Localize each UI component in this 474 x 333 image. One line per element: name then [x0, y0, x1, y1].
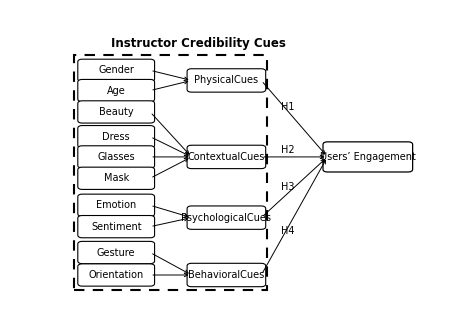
FancyBboxPatch shape	[78, 59, 155, 82]
Text: Mask: Mask	[103, 173, 129, 183]
Text: Gesture: Gesture	[97, 247, 136, 257]
Text: BehavioralCues: BehavioralCues	[188, 270, 264, 280]
FancyBboxPatch shape	[78, 241, 155, 264]
Text: Gender: Gender	[98, 65, 134, 75]
Text: ContextualCues: ContextualCues	[188, 152, 265, 162]
Text: PhysicalCues: PhysicalCues	[194, 76, 258, 86]
FancyBboxPatch shape	[78, 126, 155, 148]
Text: PsychologicalCues: PsychologicalCues	[182, 213, 272, 223]
FancyBboxPatch shape	[187, 69, 266, 92]
Text: H1: H1	[282, 103, 295, 113]
Text: H4: H4	[282, 226, 295, 236]
FancyBboxPatch shape	[78, 146, 155, 168]
FancyBboxPatch shape	[78, 264, 155, 286]
Text: Instructor Credibility Cues: Instructor Credibility Cues	[111, 37, 286, 50]
Text: Orientation: Orientation	[89, 270, 144, 280]
Text: H2: H2	[282, 145, 295, 155]
FancyBboxPatch shape	[78, 194, 155, 216]
Text: Beauty: Beauty	[99, 107, 134, 117]
FancyBboxPatch shape	[187, 145, 266, 168]
Text: Age: Age	[107, 86, 126, 96]
FancyBboxPatch shape	[187, 206, 266, 229]
FancyBboxPatch shape	[323, 142, 413, 172]
Text: Dress: Dress	[102, 132, 130, 142]
Bar	[74, 55, 267, 290]
FancyBboxPatch shape	[78, 101, 155, 123]
Text: Glasses: Glasses	[97, 152, 135, 162]
Text: Sentiment: Sentiment	[91, 222, 142, 232]
FancyBboxPatch shape	[187, 263, 266, 287]
FancyBboxPatch shape	[78, 167, 155, 189]
FancyBboxPatch shape	[78, 215, 155, 238]
Text: Emotion: Emotion	[96, 200, 137, 210]
Text: H3: H3	[282, 182, 295, 192]
Text: Users’ Engagement: Users’ Engagement	[320, 152, 416, 162]
FancyBboxPatch shape	[78, 80, 155, 102]
